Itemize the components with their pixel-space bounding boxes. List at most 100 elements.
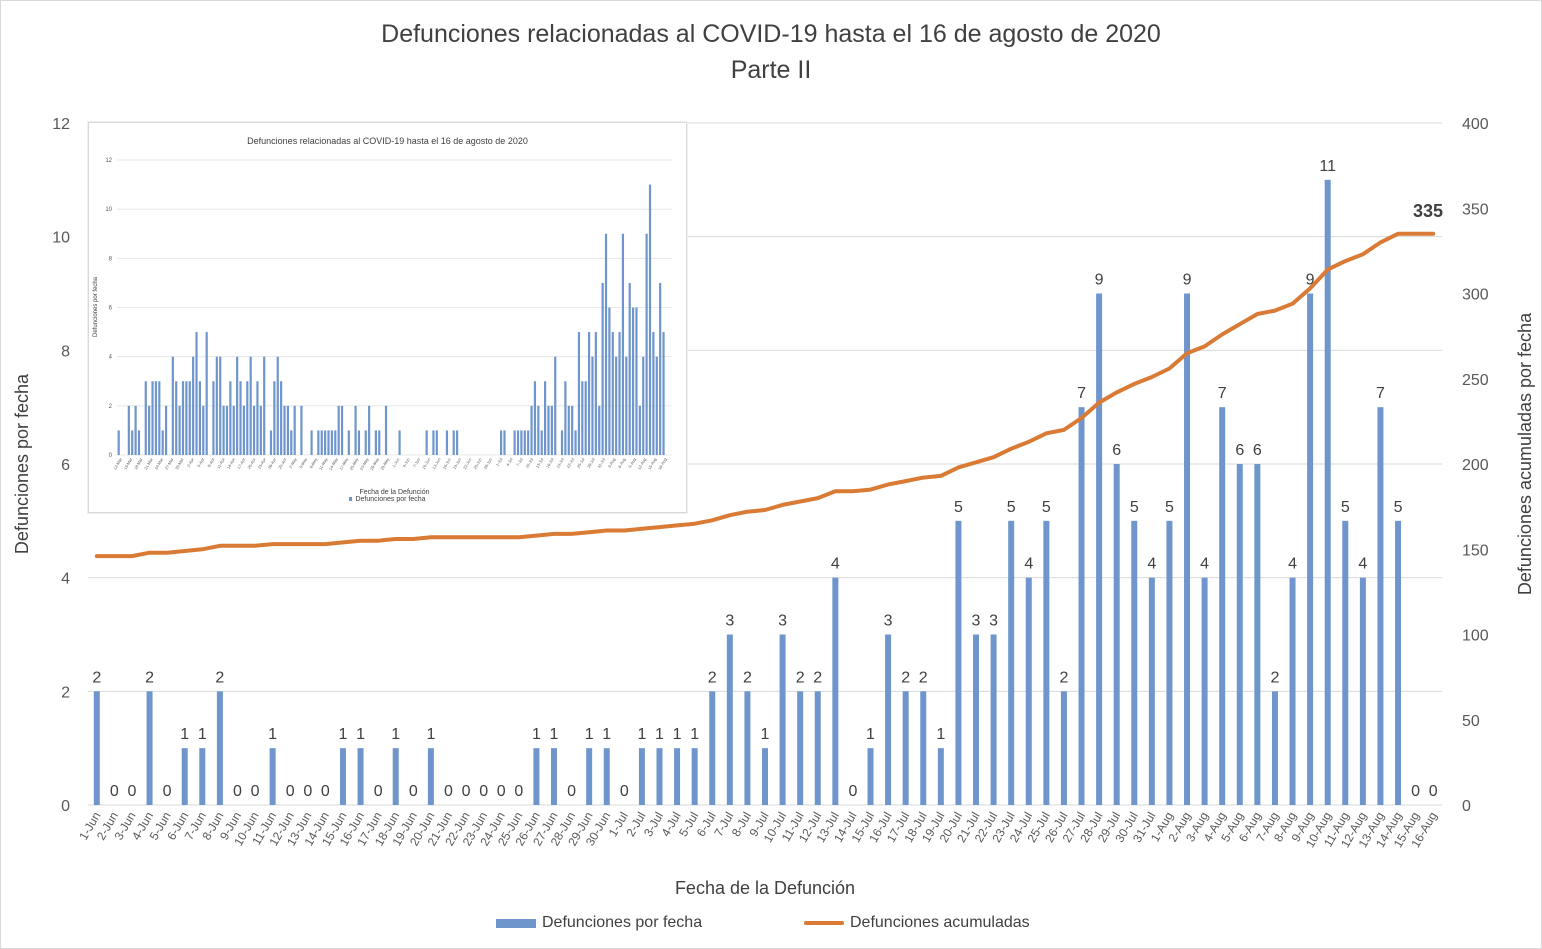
bar bbox=[1201, 577, 1208, 805]
inset-bar bbox=[164, 405, 168, 455]
inset-bar bbox=[574, 430, 577, 455]
bar-data-label: 5 bbox=[1042, 499, 1051, 516]
bar bbox=[1254, 464, 1261, 805]
legend-bar: Defunciones por fecha bbox=[496, 914, 702, 932]
inset-bar bbox=[594, 332, 597, 455]
bar bbox=[955, 520, 962, 805]
inset-bar bbox=[652, 332, 655, 455]
bar bbox=[1342, 520, 1349, 805]
inset-x-tick-label: 7-Jun bbox=[412, 457, 421, 468]
inset-x-tick-label: 22-Jun bbox=[462, 457, 472, 470]
inset-bar bbox=[645, 233, 648, 455]
inset-bar bbox=[577, 332, 581, 455]
bar-data-label: 6 bbox=[1253, 442, 1262, 459]
inset-bar bbox=[625, 356, 628, 455]
inset-bar bbox=[445, 430, 449, 455]
bar-data-label: 6 bbox=[1112, 442, 1121, 459]
inset-bar bbox=[232, 405, 235, 455]
bar bbox=[1131, 520, 1138, 805]
inset-bar bbox=[117, 430, 120, 455]
bar-data-label: 1 bbox=[550, 726, 559, 743]
inset-x-tick-label: 12-Mar bbox=[112, 456, 123, 470]
inset-bar bbox=[324, 430, 327, 455]
inset-bar bbox=[327, 430, 330, 455]
inset-bar bbox=[293, 405, 296, 455]
bar bbox=[1236, 464, 1243, 805]
inset-bar bbox=[205, 332, 208, 455]
inset-x-tick-label: 13-Jun bbox=[431, 457, 441, 470]
y2-tick-label: 250 bbox=[1462, 372, 1489, 389]
bar bbox=[1096, 293, 1103, 805]
chart-title: Defunciones relacionadas al COVID-19 has… bbox=[381, 20, 1161, 48]
inset-x-tick-label: 25-Jul bbox=[576, 457, 586, 469]
inset-x-tick-label: 14-May bbox=[328, 457, 339, 471]
bar-data-label: 9 bbox=[1183, 272, 1192, 289]
inset-bar bbox=[533, 381, 537, 455]
inset-y-tick-label: 4 bbox=[109, 355, 113, 361]
bar bbox=[744, 691, 751, 805]
inset-bar bbox=[591, 356, 594, 455]
bar-data-label: 2 bbox=[796, 669, 805, 686]
inset-x-tick-label: 13-Jul bbox=[535, 457, 545, 469]
inset-x-tick-label: 16-Aug bbox=[657, 457, 668, 471]
inset-bar bbox=[567, 405, 570, 455]
inset-x-tick-label: 23-Apr bbox=[257, 456, 268, 469]
inset-x-tick-label: 15-Aug bbox=[647, 457, 658, 471]
bar bbox=[674, 748, 681, 805]
inset-x-tick-label: 3-Aug bbox=[607, 457, 617, 469]
bar-data-label: 1 bbox=[268, 726, 277, 743]
bar-data-label: 1 bbox=[673, 726, 682, 743]
bar-data-label: 1 bbox=[761, 726, 770, 743]
bar-data-label: 2 bbox=[813, 669, 822, 686]
inset-bar bbox=[131, 430, 134, 455]
inset-x-tick-label: 4-Jul bbox=[505, 457, 514, 467]
bar-data-label: 5 bbox=[1165, 499, 1174, 516]
inset-bar bbox=[229, 381, 232, 455]
bar bbox=[779, 634, 786, 805]
inset-x-tick-label: 24-Mar bbox=[153, 456, 164, 470]
inset-x-tick-label: 6-Aug bbox=[617, 457, 627, 469]
inset-bar bbox=[635, 307, 638, 455]
inset-bar bbox=[242, 405, 246, 455]
inset-bar bbox=[185, 381, 188, 455]
inset-bar bbox=[215, 356, 218, 455]
bar bbox=[216, 691, 223, 805]
inset-bar bbox=[320, 430, 323, 455]
inset-bar bbox=[364, 430, 367, 455]
bar bbox=[1324, 179, 1331, 806]
bar-data-label: 0 bbox=[1429, 783, 1438, 800]
bar bbox=[1271, 691, 1278, 805]
inset-bar bbox=[550, 405, 553, 455]
inset-x-tick-label: 1-Jun bbox=[391, 457, 400, 468]
inset-bar bbox=[137, 430, 141, 455]
inset-x-tick-label: 29-May bbox=[379, 457, 390, 471]
inset-x-tick-label: 19-Jun bbox=[452, 457, 462, 470]
bar-data-label: 1 bbox=[198, 726, 207, 743]
inset-bar bbox=[432, 430, 435, 455]
y-tick-label: 4 bbox=[61, 571, 70, 588]
inset-x-tick-label: 16-Jun bbox=[441, 457, 451, 470]
y-tick-label: 0 bbox=[61, 798, 70, 815]
inset-bar bbox=[540, 430, 543, 455]
bar-data-label: 0 bbox=[110, 783, 119, 800]
legend-line-label: Defunciones acumuladas bbox=[850, 914, 1030, 931]
bar-data-label: 1 bbox=[391, 726, 400, 743]
inset-x-tick-label: 5-May bbox=[298, 457, 308, 469]
inset-x-axis-title: Fecha de la Defunción bbox=[359, 489, 429, 496]
inset-bar bbox=[520, 430, 523, 455]
bar-data-label: 2 bbox=[901, 669, 910, 686]
inset-x-tick-label: 14-Apr bbox=[226, 456, 237, 469]
inset-bar bbox=[300, 405, 303, 455]
y2-tick-label: 0 bbox=[1462, 798, 1471, 815]
inset-bar bbox=[286, 405, 289, 455]
inset-x-tick-label: 10-Jun bbox=[421, 457, 431, 470]
inset-bar bbox=[144, 381, 147, 455]
bar bbox=[973, 634, 980, 805]
inset-bar bbox=[222, 405, 225, 455]
inset-y-tick-label: 8 bbox=[109, 256, 113, 262]
y2-tick-label: 400 bbox=[1462, 116, 1489, 133]
inset-bar bbox=[192, 356, 195, 455]
inset-bar bbox=[259, 405, 262, 455]
bar-data-label: 0 bbox=[163, 783, 172, 800]
